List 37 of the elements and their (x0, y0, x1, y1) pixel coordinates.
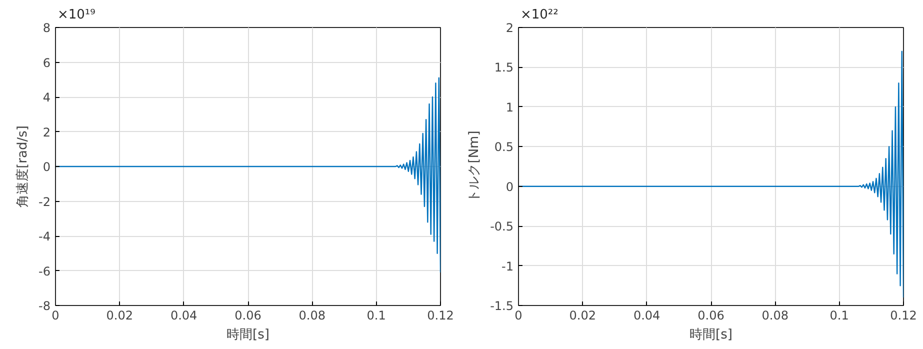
x-tick-label: 0.02 (569, 308, 596, 322)
text: ×10¹⁹ (58, 8, 96, 22)
y-axis-title: 角速度[rad/s] (14, 126, 31, 208)
x-tick-label: 0.08 (298, 308, 326, 322)
x-tick-label: 0.12 (890, 308, 917, 322)
y-tick-label: 4 (42, 90, 51, 104)
y-tick-label: 0 (506, 180, 514, 194)
x-tick-label: 0.04 (633, 308, 660, 322)
y-tick-label: 0.5 (494, 140, 514, 154)
y-tick-label: -1 (502, 259, 514, 274)
x-tick-label: 0.06 (234, 308, 262, 322)
y-tick-label: -2 (38, 194, 51, 209)
x-tick-label: 0 (514, 308, 522, 322)
x-axis-title: 時間[s] (690, 328, 732, 342)
y-tick-label: 2 (42, 125, 51, 140)
x-axis-title: 時間[s] (226, 328, 270, 342)
text: ×10²² (520, 8, 558, 22)
y-tick-label: -8 (38, 299, 51, 313)
y-axis-title: トルク[Nm] (467, 130, 482, 202)
y-tick-label: -6 (38, 264, 51, 278)
x-tick-label: 0.02 (106, 308, 134, 322)
y-tick-label: 1.5 (494, 60, 514, 75)
x-tick-label: 0 (52, 308, 60, 322)
x-tick-label: 0.1 (830, 308, 849, 322)
y-tick-label: -0.5 (490, 220, 514, 234)
y-tick-label: -4 (38, 230, 51, 244)
y-tick-label: 2 (506, 21, 514, 35)
y-tick-label: 1 (506, 100, 514, 114)
x-tick-label: 0.12 (427, 308, 454, 322)
y-tick-label: -1.5 (490, 299, 514, 313)
x-tick-label: 0.06 (698, 308, 724, 322)
y-tick-label: 8 (42, 21, 51, 35)
x-tick-label: 0.08 (762, 308, 789, 322)
x-tick-label: 0.1 (366, 308, 386, 322)
y-tick-label: 6 (42, 56, 51, 70)
y-tick-label: 0 (42, 160, 51, 174)
x-tick-label: 0.04 (170, 308, 198, 322)
